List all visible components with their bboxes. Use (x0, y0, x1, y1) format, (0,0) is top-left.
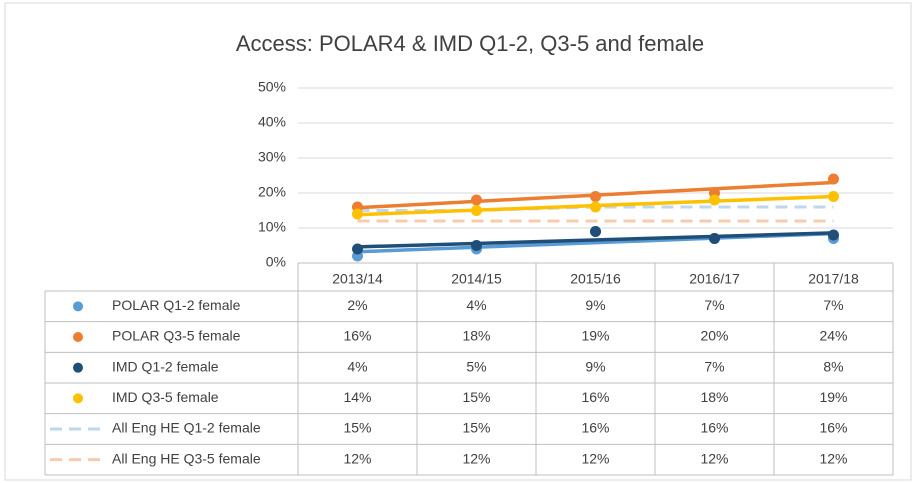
table-value: 4% (347, 358, 367, 374)
legend-label: All Eng HE Q3-5 female (112, 450, 261, 466)
table-value: 16% (581, 389, 609, 405)
chart-border (4, 2, 912, 481)
table-value: 12% (462, 450, 490, 466)
legend-key (73, 301, 83, 312)
table-value: 8% (823, 358, 843, 374)
table-value: 7% (704, 297, 724, 313)
table-value: 7% (823, 297, 843, 313)
y-tick-label: 20% (258, 184, 286, 200)
y-tick-label: 40% (258, 114, 286, 130)
table-value: 12% (700, 450, 728, 466)
table-value: 5% (466, 358, 486, 374)
table-value: 14% (343, 389, 371, 405)
legend-key (73, 362, 83, 373)
table-value: 4% (466, 297, 486, 313)
table-value: 16% (581, 420, 609, 436)
table-value: 24% (819, 328, 847, 344)
data-point (709, 194, 720, 206)
y-tick-label: 0% (266, 254, 286, 270)
table-value: 16% (700, 420, 728, 436)
legend-label: IMD Q3-5 female (112, 389, 219, 405)
table-value: 9% (585, 297, 605, 313)
x-tick-label: 2016/17 (689, 271, 740, 287)
y-tick-label: 50% (258, 79, 286, 95)
x-tick-label: 2013/14 (332, 271, 383, 287)
table-value: 12% (581, 450, 609, 466)
table-value: 15% (462, 420, 490, 436)
x-tick-label: 2017/18 (808, 271, 859, 287)
table-value: 16% (343, 328, 371, 344)
table-value: 18% (700, 389, 728, 405)
table-value: 16% (819, 420, 847, 436)
legend-key (73, 332, 83, 342)
data-point (709, 233, 720, 244)
data-point (828, 229, 839, 241)
legend-label: POLAR Q3-5 female (112, 328, 241, 344)
x-tick-label: 2014/15 (451, 271, 502, 287)
table-value: 15% (462, 389, 490, 405)
table-value: 19% (819, 389, 847, 405)
legend-label: All Eng HE Q1-2 female (112, 420, 261, 436)
table-value: 15% (343, 420, 371, 436)
table-value: 12% (819, 450, 847, 466)
legend-label: POLAR Q1-2 female (112, 297, 241, 313)
chart-title: Access: POLAR4 & IMD Q1-2, Q3-5 and fema… (236, 31, 704, 56)
data-point (828, 191, 839, 202)
data-point (590, 226, 601, 237)
legend-label: IMD Q1-2 female (112, 358, 219, 374)
y-tick-label: 30% (258, 149, 286, 165)
data-point (590, 201, 601, 213)
x-tick-label: 2015/16 (570, 271, 621, 287)
data-point (471, 205, 482, 216)
table-value: 9% (585, 358, 605, 374)
data-point (590, 191, 601, 202)
table-value: 2% (347, 297, 367, 313)
table-value: 18% (462, 328, 490, 344)
table-value: 7% (704, 358, 724, 374)
table-value: 19% (581, 328, 609, 344)
table-value: 20% (700, 328, 728, 344)
data-point (352, 208, 363, 220)
table-value: 12% (343, 450, 371, 466)
data-point (828, 173, 839, 185)
data-point (471, 194, 482, 206)
data-point (352, 243, 363, 255)
trendline (357, 231, 834, 249)
data-point (471, 240, 482, 251)
y-tick-label: 10% (258, 219, 286, 235)
legend-key (73, 393, 83, 404)
